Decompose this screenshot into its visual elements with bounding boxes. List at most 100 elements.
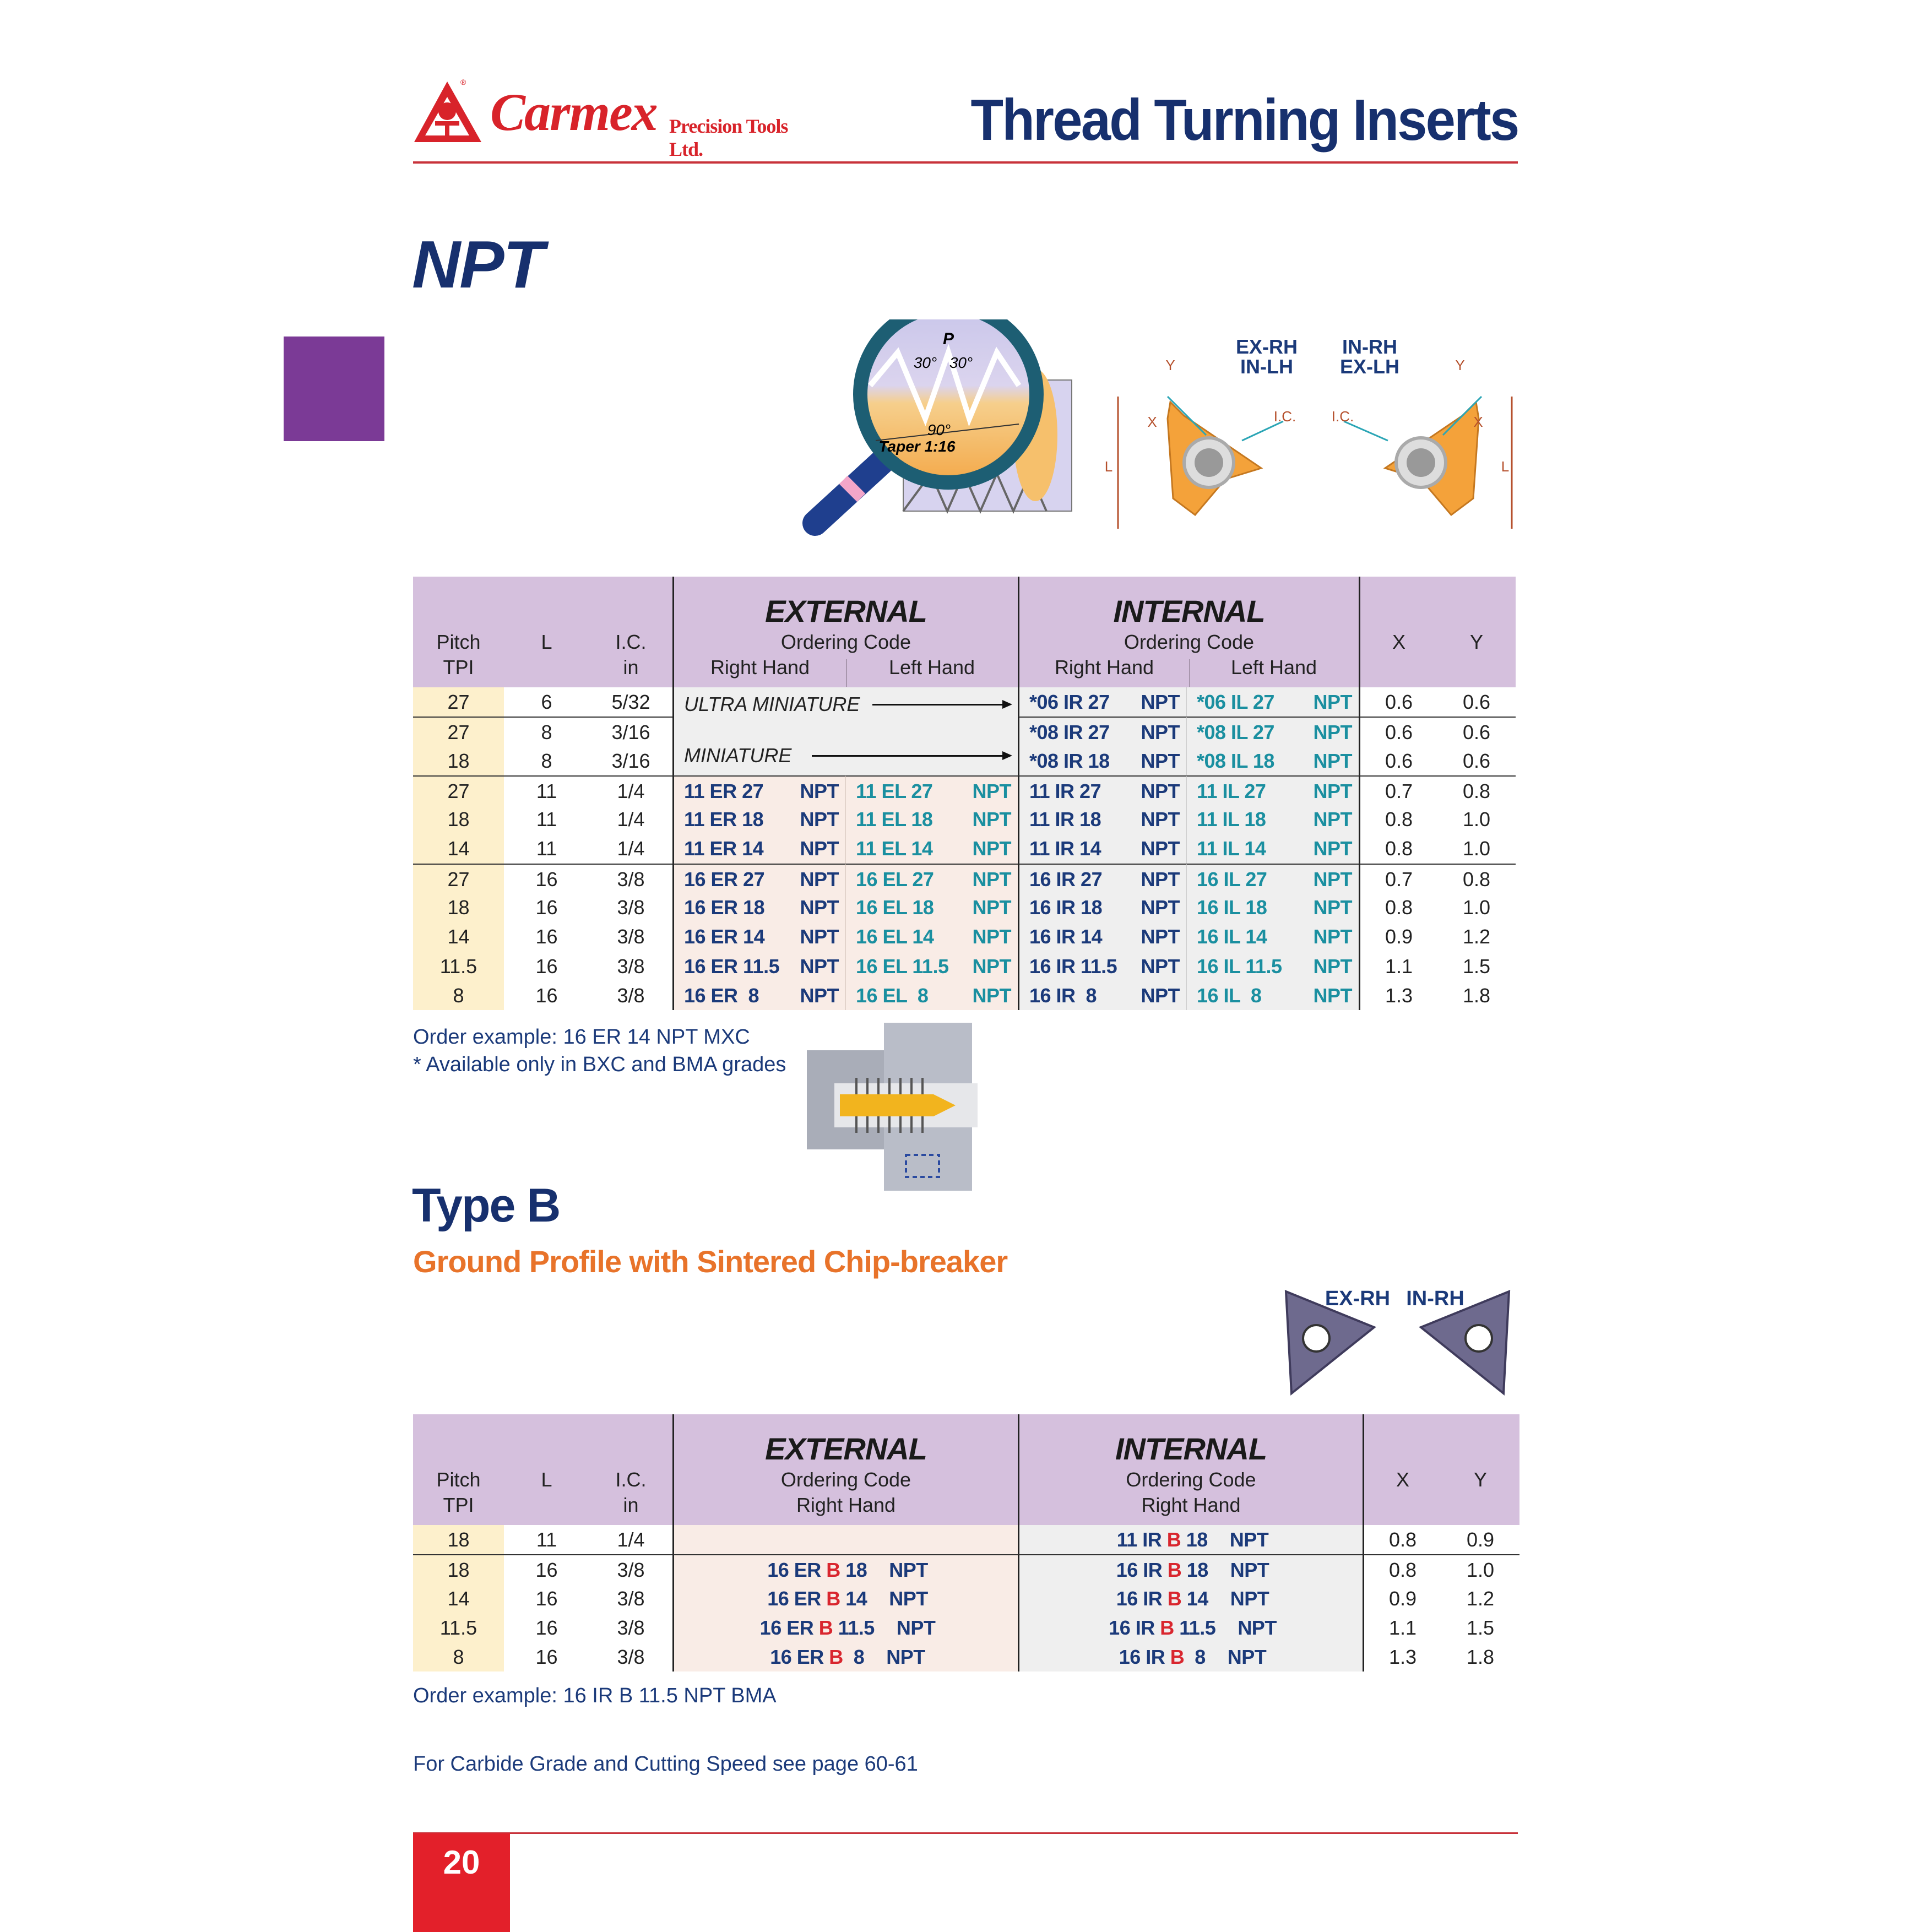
code-suffix: NPT [972,954,1012,978]
col-internal: INTERNAL Ordering Code Right Hand Left Han… [1018,577,1359,687]
col-external: EXTERNAL Ordering Code Right Hand Left Han… [672,577,1018,687]
svg-text:®: ® [460,78,466,86]
code-prefix: 16 IR [1119,1646,1170,1669]
x-label-right: X [1473,414,1483,430]
ordering-code-cell: *06 IL 27 NPT [1186,687,1359,717]
code-text: *08 IL 27 [1197,721,1274,744]
table-row: 18 16 3/8 16 ER B 18 NPT 16 IR B 18 NPT 0.8 1.0 [413,1554,1519,1584]
col-ic: I.C. in [615,1468,647,1516]
ordering-code-cell: 16 IR 18 NPT [1018,893,1186,922]
left-insert-label-2: IN-LH [1240,355,1293,378]
ordering-code-cell: 16 EL 27 NPT [845,863,1018,893]
ic-cell: 3/8 [617,1587,645,1610]
ordering-code-cell: 11 ER 18 NPT [672,805,845,834]
ic-cell: 3/8 [617,954,645,978]
code-text: 11 IL 27 [1197,779,1266,802]
pitch-cell: 18 [413,805,504,834]
code-suffix: NPT [800,896,839,919]
code-prefix: 16 IR [1116,1559,1168,1582]
l-cell: 8 [541,749,552,772]
pitch-cell: 14 [413,1583,504,1613]
code-size: 14 [840,1587,867,1610]
table-row: 27 6 5/32 ULTRA MINIATURE *06 IR 27 NPT *06 IL… [413,687,1516,717]
npt-table-header: Pitch TPI L I.C. in EXTERNAL Ordering Code … [413,577,1516,687]
y-cell: 1.0 [1462,837,1491,860]
code-suffix: NPT [800,984,839,1007]
x-cell: 0.9 [1359,922,1437,952]
code-text: 16 IR B 18 [1116,1555,1209,1583]
table-row: 8 16 3/8 16 ER 8 NPT 16 EL 8 NPT 16 IR 8 NPT 16 I… [413,980,1516,1011]
ic-cell: 3/8 [617,984,645,1007]
ic-cell: 1/4 [589,775,672,805]
code-text: 16 EL 11.5 [856,954,949,978]
col-internal: INTERNAL Ordering Code Right Hand [1018,1414,1363,1525]
code-suffix: NPT [972,837,1012,860]
x-cell: 0.7 [1359,863,1437,893]
code-text: 16 EL 8 [856,984,929,1007]
code-suffix: NPT [1230,1559,1269,1582]
table-row: 11.5 16 3/8 16 ER B 11.5 NPT 16 IR B 11.5 NPT 1… [413,1613,1519,1643]
col-y: Y [1469,631,1483,653]
type-b-heading: Type B [412,1179,561,1232]
ic-cell: 3/16 [611,749,650,772]
pitch-label: P [943,330,954,348]
insert-right-drawing-icon [1343,395,1513,529]
code-text: 16 IL 18 [1197,896,1267,919]
y-cell: 0.8 [1437,775,1516,805]
x-cell: 0.8 [1363,1554,1441,1584]
x-cell: 0.8 [1363,1525,1441,1555]
code-b-marker: B [829,1646,843,1669]
code-text: 16 IR 11.5 [1029,954,1117,978]
angle-right-label: 30° [949,354,973,371]
l-cell: 11 [536,1528,557,1551]
code-text: 16 ER B 11.5 [760,1613,875,1642]
x-cell: 0.6 [1359,717,1437,746]
col-x: X [1359,577,1437,687]
type-b-table: Pitch TPI L I.C. in EXTERNAL Ordering Code R… [413,1414,1519,1672]
l-cell: 11 [536,837,557,860]
x-cell: 0.6 [1359,746,1437,775]
y-cell: 0.9 [1466,1528,1495,1551]
code-prefix: 16 IR [1116,1587,1168,1610]
carmex-triangle-logo-icon: ® [414,78,481,142]
arrow-head-icon [1002,700,1012,709]
type-b-table-body: 18 11 1/4 11 IR B 18 NPT 0.8 0.9 18 16 3/8 16 ER B… [413,1525,1519,1672]
code-text: 11 IL 14 [1197,837,1266,860]
code-suffix: NPT [972,808,1012,831]
ic-cell: 5/32 [611,691,650,713]
ic-cell: 3/8 [617,1646,645,1669]
ordering-code-cell: 16 IR B 8 NPT [1018,1642,1363,1672]
l-cell: 6 [541,691,552,713]
right-insert-label-1: IN-RH [1342,335,1397,358]
l-cell: 16 [535,1616,558,1639]
l-label-left: L [1105,458,1112,475]
ic-label-left: I.C. [1274,408,1296,425]
ordering-code-cell: *08 IL 18 NPT [1186,746,1359,775]
x-cell: 1.1 [1359,951,1437,981]
pitch-cell: 8 [413,980,504,1011]
code-text: 11 IR 18 [1029,808,1101,831]
code-suffix: NPT [800,954,839,978]
code-prefix: 16 ER [759,1616,819,1639]
ordering-code-cell: 11 IL 27 NPT [1186,775,1359,805]
table-row: 14 16 3/8 16 ER B 14 NPT 16 IR B 14 NPT 0.9 1.2 [413,1583,1519,1613]
code-suffix: NPT [886,1646,925,1669]
ic-cell: 3/8 [617,896,645,919]
code-text: 16 IR 18 [1029,896,1103,919]
ultra-miniature-label: ULTRA MINIATURE [684,693,860,715]
code-text: 16 IL 14 [1197,925,1267,948]
miniature-cell [672,717,1018,746]
code-suffix: NPT [1313,954,1353,978]
code-text: 11 EL 18 [856,808,933,831]
code-text: 16 ER B 18 [767,1555,867,1583]
npt-order-example: Order example: 16 ER 14 NPT MXC [413,1025,750,1049]
pitch-cell: 14 [413,834,504,864]
col-external: EXTERNAL Ordering Code Right Hand [672,1414,1018,1525]
y-cell: 0.6 [1462,691,1491,713]
ordering-code-cell: 16 ER B 8 NPT [672,1642,1018,1672]
code-text: 16 ER 27 [684,867,765,891]
code-text: 16 ER 11.5 [684,954,780,978]
code-suffix: NPT [800,867,839,891]
code-text: 11 ER 14 [684,837,764,860]
angle-90-label: 90° [927,421,951,438]
